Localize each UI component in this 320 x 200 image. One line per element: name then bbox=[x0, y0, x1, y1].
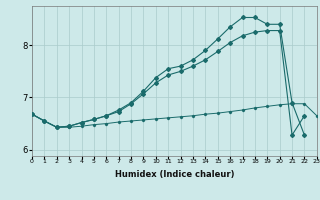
X-axis label: Humidex (Indice chaleur): Humidex (Indice chaleur) bbox=[115, 170, 234, 179]
